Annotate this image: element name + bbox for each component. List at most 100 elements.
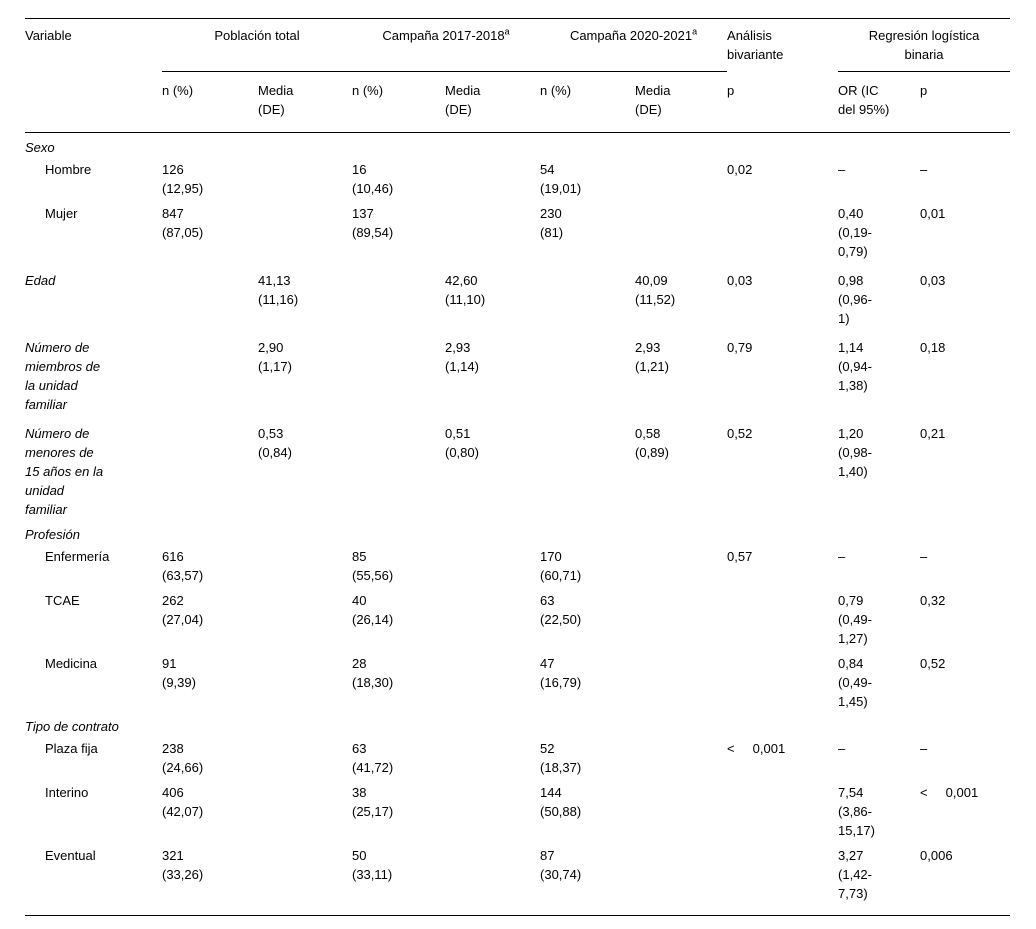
table-cell: –	[920, 162, 928, 177]
table-cell	[727, 133, 838, 161]
table-header: Variable Población total Campaña 2017-20…	[25, 18, 1011, 133]
table-body: Sexo Hombre 126 (12,95) 16 (10,46) 54 (19,01…	[25, 133, 1010, 916]
table-cell: 0,21	[920, 426, 946, 441]
table-cell: 42,60 (11,10)	[445, 273, 486, 307]
subheader-n-pct-total: n (%)	[162, 71, 258, 133]
table-row: TCAE 262 (27,04) 40 (26,14) 63 (22,50) 0,79 …	[25, 591, 1010, 654]
subheader-p-regresion: p	[920, 71, 1011, 133]
table-cell	[727, 783, 838, 846]
table-cell: 40 (26,14)	[352, 593, 394, 627]
table-cell	[445, 591, 540, 654]
row-label: Edad	[25, 273, 56, 288]
table-cell	[445, 160, 540, 204]
table-cell: 0,006	[920, 848, 953, 863]
table-cell	[445, 783, 540, 846]
subheader-n-pct-2017: n (%)	[352, 71, 445, 133]
table-cell	[540, 717, 635, 739]
table-cell: 47 (16,79)	[540, 656, 582, 690]
group-header-campana-2020-2021: Campaña 2020-2021a	[540, 18, 728, 72]
table-cell	[162, 420, 258, 525]
table-cell	[258, 654, 352, 717]
table-cell	[445, 654, 540, 717]
row-label: Número de miembros de la unidad familiar	[25, 340, 101, 412]
table-cell	[920, 717, 1010, 739]
table-cell: 0,03	[727, 273, 753, 288]
table-row: Hombre 126 (12,95) 16 (10,46) 54 (19,01) 0,0…	[25, 160, 1010, 204]
table-cell	[727, 717, 838, 739]
group-header-label: Campaña 2020-2021	[569, 28, 693, 43]
group-header-label: Población total	[214, 28, 300, 43]
table-row: Número de menores de 15 años en la unida…	[25, 420, 1010, 525]
row-label: Sexo	[25, 140, 55, 155]
table-cell	[727, 654, 838, 717]
table-cell	[838, 133, 920, 161]
table-cell	[258, 846, 352, 916]
table-cell: 0,52	[920, 656, 946, 671]
table-cell: 1,20 (0,98- 1,40)	[838, 426, 872, 479]
table-cell: 16 (10,46)	[352, 162, 394, 196]
subheader-or-ic95: OR (IC del 95%)	[838, 71, 921, 133]
table-cell: 0,53 (0,84)	[258, 426, 292, 460]
row-label: Enfermería	[45, 549, 110, 564]
table-cell: 616 (63,57)	[162, 549, 204, 583]
table-cell: 847 (87,05)	[162, 206, 204, 240]
table-cell	[920, 133, 1010, 161]
table-cell: 28 (18,30)	[352, 656, 394, 690]
table-cell: 63 (22,50)	[540, 593, 582, 627]
table-cell	[635, 717, 727, 739]
table-cell	[635, 654, 727, 717]
subheader-n-pct-2020: n (%)	[540, 71, 636, 133]
table-cell	[635, 160, 727, 204]
table-cell: 262 (27,04)	[162, 593, 204, 627]
table-cell	[162, 525, 258, 547]
table-cell: 2,90 (1,17)	[258, 340, 292, 374]
table-cell: 50 (33,11)	[352, 848, 393, 882]
table-cell	[258, 133, 352, 161]
table-cell	[635, 783, 727, 846]
table-cell	[162, 267, 258, 334]
table-cell: –	[920, 549, 928, 564]
table-cell: 0,98 (0,96- 1)	[838, 273, 872, 326]
table-cell: –	[838, 162, 846, 177]
table-cell	[445, 204, 540, 267]
table-cell: 230 (81)	[540, 206, 564, 240]
table-cell: 3,27 (1,42- 7,73)	[838, 848, 872, 901]
table-cell	[258, 783, 352, 846]
table-row: Número de miembros de la unidad familiar…	[25, 334, 1010, 420]
subheader-media-de-2020: Media (DE)	[635, 71, 728, 133]
table-cell	[635, 547, 727, 591]
table-cell	[540, 420, 635, 525]
table-cell	[352, 717, 445, 739]
table-cell: 54 (19,01)	[540, 162, 582, 196]
table-cell	[540, 334, 635, 420]
table-cell	[258, 717, 352, 739]
subcolumn-header-row: n (%) Media (DE) n (%) Media (DE) n (%) …	[25, 71, 1011, 133]
table-cell	[445, 739, 540, 783]
table-row: Mujer 847 (87,05) 137 (89,54) 230 (81) 0,40 …	[25, 204, 1010, 267]
table-cell	[540, 525, 635, 547]
row-label: Eventual	[45, 848, 96, 863]
table-cell: 2,93 (1,14)	[445, 340, 479, 374]
table-cell: 7,54 (3,86- 15,17)	[838, 785, 875, 838]
table-row: Tipo de contrato	[25, 717, 1010, 739]
table-cell	[162, 717, 258, 739]
table-cell: 63 (41,72)	[352, 741, 394, 775]
table-cell: –	[920, 741, 928, 756]
table-cell	[635, 739, 727, 783]
table-cell	[445, 547, 540, 591]
table-cell	[445, 133, 540, 161]
table-cell: 0,03	[920, 273, 946, 288]
row-label: TCAE	[45, 593, 80, 608]
table-row: Enfermería 616 (63,57) 85 (55,56) 170 (60,7…	[25, 547, 1010, 591]
footnote-marker: a	[504, 26, 510, 37]
row-label: Número de menores de 15 años en la unida…	[25, 426, 104, 517]
table-cell: < 0,001	[920, 785, 979, 800]
table-row: Medicina 91 (9,39) 28 (18,30) 47 (16,79) 0,8…	[25, 654, 1010, 717]
table-cell	[540, 133, 635, 161]
table-row: Sexo	[25, 133, 1010, 161]
table-cell	[162, 334, 258, 420]
table-cell	[727, 204, 838, 267]
group-header-label: Campaña 2017-2018	[382, 28, 505, 43]
